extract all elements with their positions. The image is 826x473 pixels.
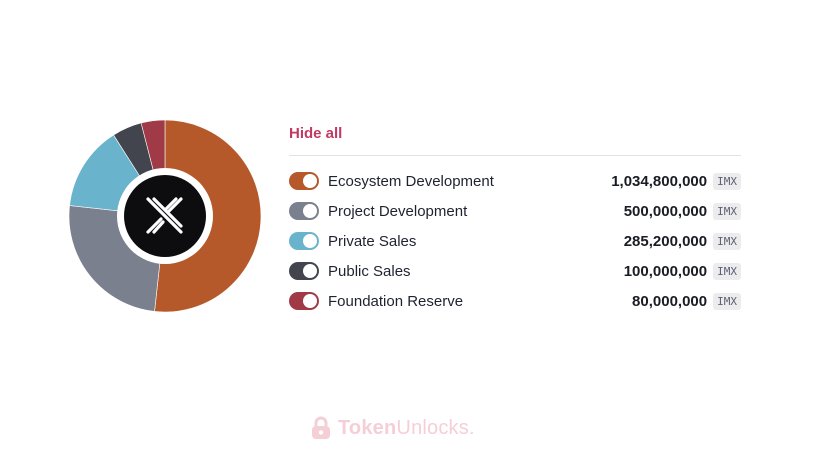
legend-divider <box>289 155 741 156</box>
toggle-knob <box>303 174 317 188</box>
toggle-knob <box>303 234 317 248</box>
legend-value: 285,200,000 <box>623 232 708 250</box>
unit-badge: IMX <box>713 292 741 310</box>
legend-label: Private Sales <box>328 232 417 250</box>
legend-value: 500,000,000 <box>623 202 708 220</box>
legend-label: Public Sales <box>328 262 411 280</box>
legend-row-project-development: Project Development 500,000,000 IMX <box>289 196 741 226</box>
legend-row-public-sales: Public Sales 100,000,000 IMX <box>289 256 741 286</box>
legend-row-private-sales: Private Sales 285,200,000 IMX <box>289 226 741 256</box>
legend-value: 100,000,000 <box>623 262 708 280</box>
toggle-knob <box>303 294 317 308</box>
toggle-public-sales[interactable] <box>289 262 319 280</box>
unit-badge: IMX <box>713 232 741 250</box>
donut-chart <box>68 119 262 313</box>
lock-icon <box>312 416 330 439</box>
watermark-text-token: Token <box>338 416 397 439</box>
toggle-knob <box>303 264 317 278</box>
toggle-knob <box>303 204 317 218</box>
legend-list: Ecosystem Development 1,034,800,000 IMX Pro… <box>289 166 741 316</box>
unit-badge: IMX <box>713 172 741 190</box>
unit-badge: IMX <box>713 262 741 280</box>
legend-label: Foundation Reserve <box>328 292 464 310</box>
unit-badge: IMX <box>713 202 741 220</box>
toggle-foundation-reserve[interactable] <box>289 292 319 310</box>
legend-row-ecosystem-development: Ecosystem Development 1,034,800,000 IMX <box>289 166 741 196</box>
toggle-ecosystem-development[interactable] <box>289 172 319 190</box>
watermark-text-unlocks: Unlocks. <box>396 416 475 439</box>
watermark: Token Unlocks. <box>310 416 475 440</box>
donut-chart-svg <box>68 119 262 313</box>
legend-value: 80,000,000 <box>632 292 708 310</box>
legend-row-foundation-reserve: Foundation Reserve 80,000,000 IMX <box>289 286 741 316</box>
hide-all-button[interactable]: Hide all <box>289 125 343 142</box>
legend-panel: Hide all Ecosystem Development 1,034,800,… <box>289 124 741 316</box>
legend-label: Project Development <box>328 202 468 220</box>
immutable-x-logo-icon <box>146 197 183 234</box>
toggle-private-sales[interactable] <box>289 232 319 250</box>
legend-value: 1,034,800,000 <box>611 172 708 190</box>
legend-label: Ecosystem Development <box>328 172 494 190</box>
toggle-project-development[interactable] <box>289 202 319 220</box>
